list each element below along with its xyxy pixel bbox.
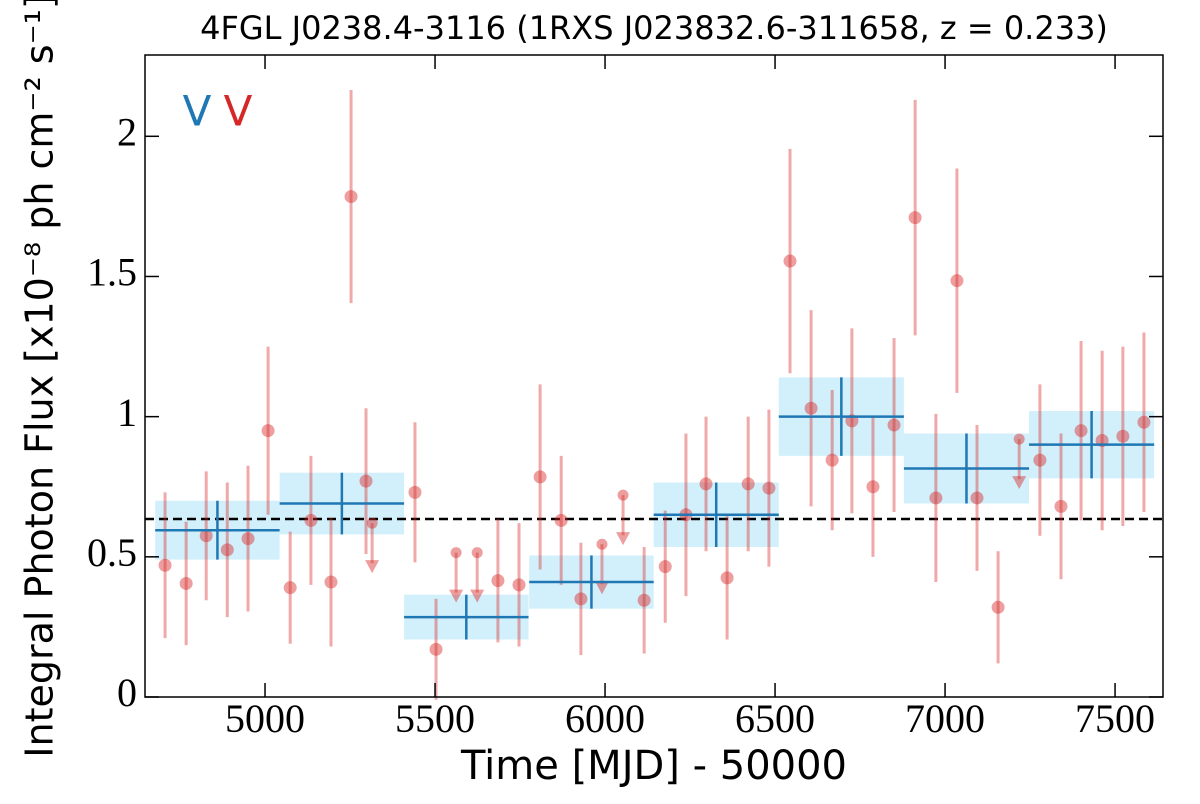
- x-axis-label: Time [MJD] - 50000: [460, 743, 847, 789]
- monthly-point: [720, 571, 734, 585]
- monthly-point: [804, 401, 818, 415]
- y-tick-label: 0.5: [87, 530, 137, 575]
- monthly-point: [179, 576, 193, 590]
- upper-limit-point: [471, 547, 483, 559]
- upper-limit-point: [1013, 433, 1025, 445]
- x-tick-label: 7000: [905, 696, 985, 741]
- monthly-point: [825, 453, 839, 467]
- monthly-point: [1074, 424, 1088, 438]
- monthly-point: [741, 477, 755, 491]
- y-axis-label: Integral Photon Flux [x10⁻⁸ ph cm⁻² s⁻¹]: [18, 0, 62, 758]
- upper-limit-arrow: [365, 560, 380, 574]
- monthly-point: [1054, 499, 1068, 513]
- upper-limit-arrow: [470, 589, 485, 603]
- monthly-point: [1137, 415, 1151, 429]
- monthly-point: [533, 470, 547, 484]
- monthly-point: [261, 424, 275, 438]
- monthly-point: [658, 560, 672, 574]
- upper-limit-arrow: [594, 581, 609, 595]
- annotation: V: [224, 87, 253, 136]
- monthly-point: [699, 477, 713, 491]
- y-tick-label: 0: [117, 670, 137, 715]
- x-tick-label: 5000: [225, 696, 305, 741]
- monthly-point: [1033, 453, 1047, 467]
- monthly-point: [929, 491, 943, 505]
- monthly-point: [908, 211, 922, 225]
- monthly-point: [970, 491, 984, 505]
- monthly-point: [344, 190, 358, 204]
- monthly-point: [574, 592, 588, 606]
- monthly-point: [304, 513, 318, 527]
- monthly-point: [199, 529, 213, 543]
- monthly-point: [408, 485, 422, 499]
- chart-title: 4FGL J0238.4-3116 (1RXS J023832.6-311658…: [200, 9, 1108, 47]
- monthly-point: [866, 480, 880, 494]
- monthly-point: [241, 532, 255, 546]
- upper-limit-point: [450, 547, 462, 559]
- upper-limit-point: [596, 538, 608, 550]
- monthly-point: [491, 574, 505, 588]
- upper-limit-arrow: [616, 532, 631, 546]
- monthly-point: [324, 575, 338, 589]
- monthly-point: [991, 600, 1005, 614]
- monthly-point: [554, 513, 568, 527]
- y-tick-label: 1.5: [87, 250, 137, 295]
- monthly-point: [220, 543, 234, 557]
- monthly-point: [762, 481, 776, 495]
- monthly-point: [429, 642, 443, 656]
- monthly-point: [783, 254, 797, 268]
- plot-frame: [144, 54, 1164, 698]
- y-tick-label: 2: [117, 109, 137, 154]
- x-tick-label: 5500: [395, 696, 475, 741]
- monthly-point: [950, 274, 964, 288]
- x-tick-label: 6500: [735, 696, 815, 741]
- upper-limit-point: [617, 489, 629, 501]
- upper-limit-point: [366, 517, 378, 529]
- monthly-point: [512, 578, 526, 592]
- x-tick-label: 6000: [565, 696, 645, 741]
- monthly-point: [637, 593, 651, 607]
- monthly-point: [887, 418, 901, 432]
- x-tick-label: 7500: [1075, 696, 1155, 741]
- monthly-point: [359, 474, 373, 488]
- annotation: V: [183, 87, 212, 136]
- upper-limit-arrow: [449, 589, 464, 603]
- y-tick-label: 1: [117, 390, 137, 435]
- upper-limit-arrow: [1012, 476, 1027, 490]
- monthly-point: [283, 581, 297, 595]
- monthly-point: [1116, 429, 1130, 443]
- monthly-point: [158, 558, 172, 572]
